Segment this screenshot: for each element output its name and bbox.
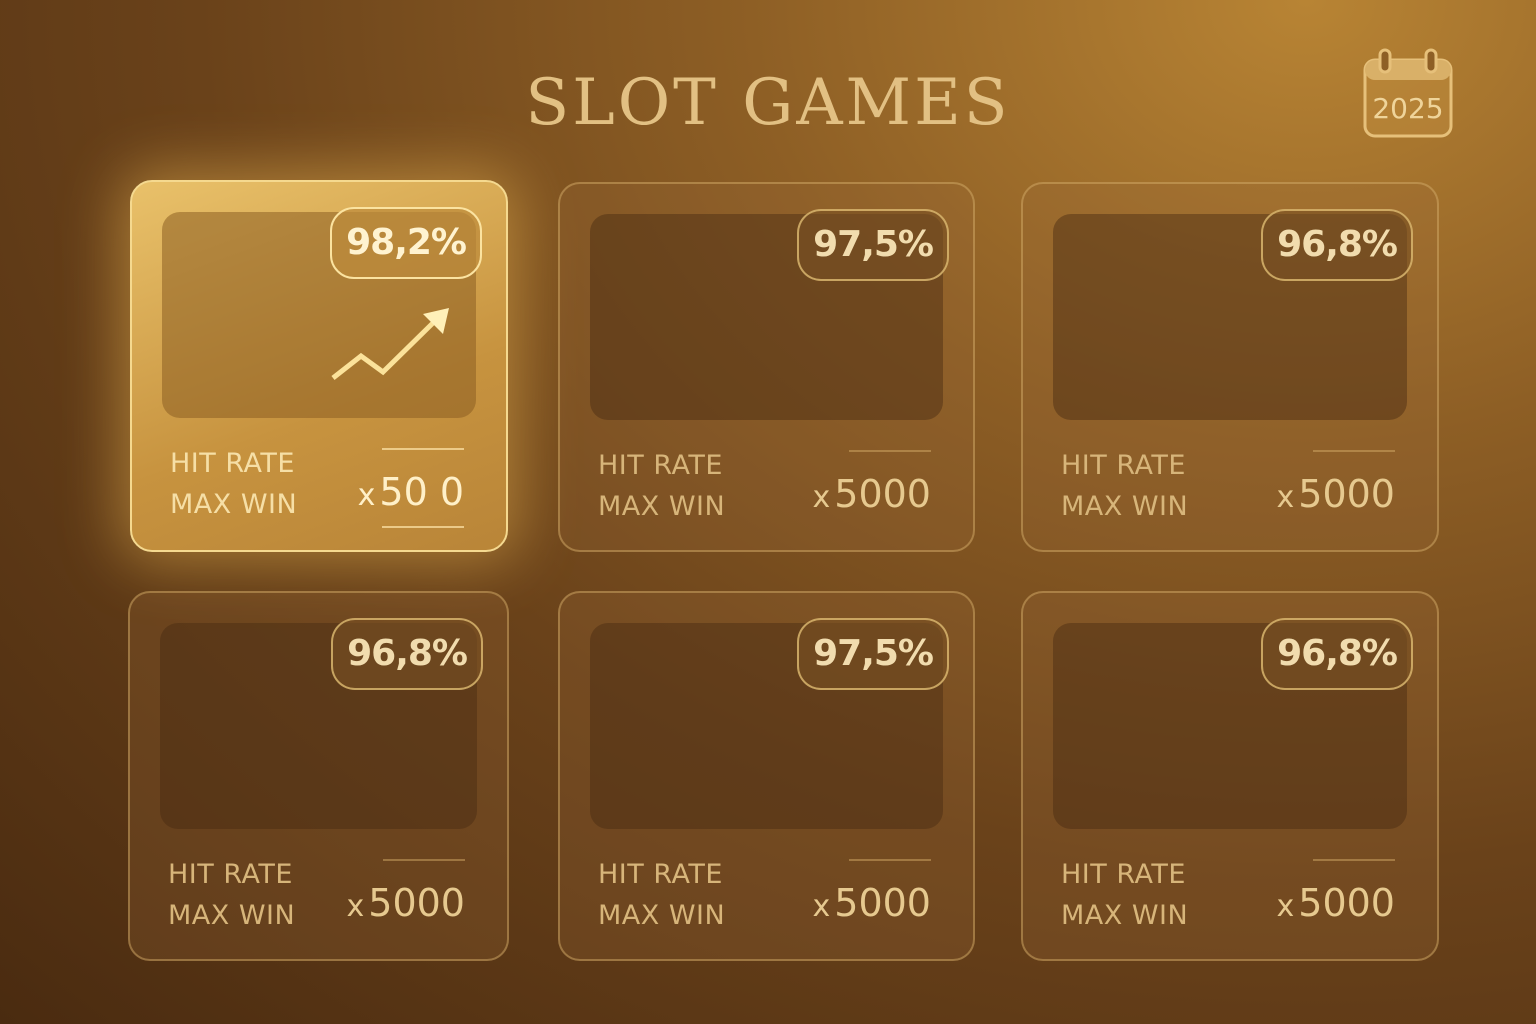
divider xyxy=(849,859,931,861)
slot-game-card[interactable]: 96,8% HIT RATE MAX WIN x 5000 xyxy=(1021,591,1439,961)
slot-game-card[interactable]: 96,8% HIT RATE MAX WIN x 5000 xyxy=(1021,182,1439,552)
calendar-icon xyxy=(1363,48,1453,138)
calendar-year: 2025 xyxy=(1372,92,1444,125)
hit-rate-badge: 98,2% xyxy=(330,207,482,279)
max-win-value: x 5000 xyxy=(812,881,931,925)
max-win-value: x 5000 xyxy=(1276,881,1395,925)
max-win-label: MAX WIN xyxy=(168,900,296,931)
max-win-label: MAX WIN xyxy=(170,489,298,520)
max-win-value: x 50 0 xyxy=(357,470,464,514)
hit-rate-badge: 96,8% xyxy=(1261,209,1413,281)
divider xyxy=(849,450,931,452)
trend-up-arrow-icon xyxy=(331,308,449,380)
hit-rate-badge: 97,5% xyxy=(797,209,949,281)
calendar-year-button[interactable]: 2025 xyxy=(1363,48,1453,138)
max-win-label: MAX WIN xyxy=(598,491,726,522)
hit-rate-label: HIT RATE xyxy=(1061,450,1186,481)
max-win-value: x 5000 xyxy=(346,881,465,925)
hit-rate-label: HIT RATE xyxy=(598,859,723,890)
divider xyxy=(1313,859,1395,861)
max-win-label: MAX WIN xyxy=(598,900,726,931)
divider xyxy=(382,526,464,528)
hit-rate-label: HIT RATE xyxy=(168,859,293,890)
max-win-value: x 5000 xyxy=(1276,472,1395,516)
divider xyxy=(383,859,465,861)
divider xyxy=(1313,450,1395,452)
hit-rate-label: HIT RATE xyxy=(170,448,295,479)
hit-rate-badge: 96,8% xyxy=(331,618,483,690)
hit-rate-badge: 96,8% xyxy=(1261,618,1413,690)
hit-rate-label: HIT RATE xyxy=(598,450,723,481)
max-win-label: MAX WIN xyxy=(1061,491,1189,522)
divider xyxy=(382,448,464,450)
slot-game-card[interactable]: 96,8% HIT RATE MAX WIN x 5000 xyxy=(128,591,509,961)
hit-rate-badge: 97,5% xyxy=(797,618,949,690)
slot-game-card[interactable]: 98,2% HIT RATE MAX WIN x 50 0 xyxy=(130,180,508,552)
hit-rate-label: HIT RATE xyxy=(1061,859,1186,890)
slot-game-card[interactable]: 97,5% HIT RATE MAX WIN x 5000 xyxy=(558,182,975,552)
max-win-label: MAX WIN xyxy=(1061,900,1189,931)
page-title: SLOT GAMES xyxy=(525,66,1011,140)
max-win-value: x 5000 xyxy=(812,472,931,516)
slot-game-card[interactable]: 97,5% HIT RATE MAX WIN x 5000 xyxy=(558,591,975,961)
